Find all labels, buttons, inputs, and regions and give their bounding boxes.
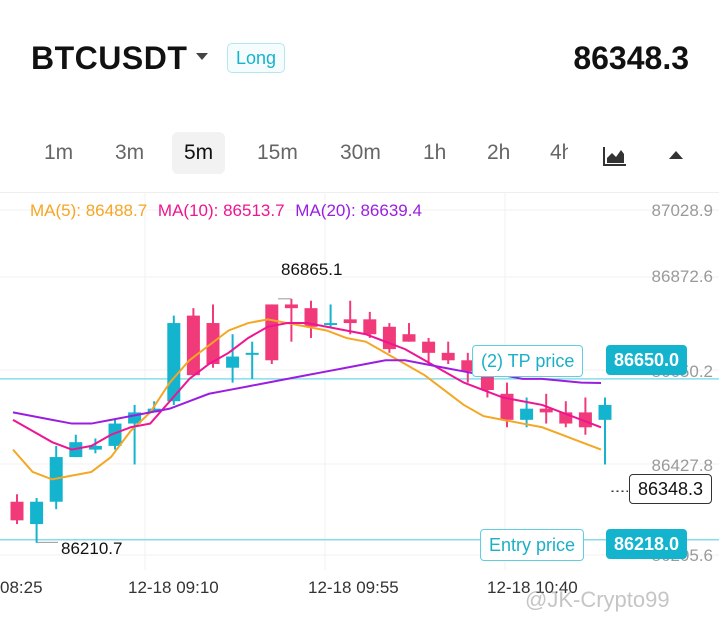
candle-body [422,341,436,353]
candle-body [402,334,416,342]
candle-body [186,315,200,376]
candle-body [108,423,122,446]
tab-15m[interactable]: 15m [257,141,298,164]
candle-body [88,445,102,450]
low-price-annotation: 86210.7 [61,539,123,558]
candle-body [304,308,318,327]
tab-1m[interactable]: 1m [44,141,74,164]
candle-body [284,304,298,309]
x-tick-label: 08:25 [0,578,43,597]
watermark: @JK-Crypto99 [525,587,670,612]
entry-price-value[interactable]: 86218.0 [606,529,688,559]
candle-body [500,393,514,420]
position-side-badge: Long [227,43,286,73]
ma-legend: MA(5): 86488.7 MA(10): 86513.7 MA(20): 8… [30,201,428,221]
candle-body [147,408,161,413]
y-tick-label: 87028.9 [651,201,713,220]
candle-body [480,375,494,391]
tab-4h[interactable]: 4h [550,141,568,164]
candle-body [520,408,534,420]
x-tick-label: 12-18 10:40 [487,578,578,597]
candle-body [461,360,475,372]
candle-body [30,501,44,525]
candle-body [441,352,455,361]
candle-body [128,412,142,424]
timeframe-bar: 1m 3m 5m 15m 30m 1h 2h 4h [0,132,719,176]
last-price: 86348.3 [573,40,689,76]
ma5-line [12,318,602,481]
candle-body [167,323,181,402]
candle-body [539,408,553,413]
candle-body [598,404,612,420]
candle-body [265,304,279,361]
high-price-annotation: 86865.1 [281,260,343,279]
chart-type-icon[interactable] [603,146,627,166]
tab-30m[interactable]: 30m [340,141,381,164]
candle-body [10,501,24,521]
ma10-label: MA(10): 86513.7 [157,201,285,220]
current-price-tag: 86348.3 [629,474,713,504]
symbol-title[interactable]: BTCUSDT [31,40,188,76]
ma5-label: MA(5): 86488.7 [30,201,148,220]
y-tick-label: 86427.8 [651,456,713,475]
tab-1h[interactable]: 1h [423,141,447,164]
tab-2h[interactable]: 2h [487,141,511,164]
tp-price-label[interactable]: (2) TP price [472,345,584,377]
entry-price-label[interactable]: Entry price [480,529,585,561]
x-tick-label: 12-18 09:10 [128,578,219,597]
symbol-dropdown-icon[interactable] [196,53,208,60]
ma10-line [12,322,602,451]
candle-body [559,412,573,424]
tab-5m[interactable]: 5m [172,132,226,174]
candle-body [245,352,259,355]
header: BTCUSDT Long 86348.3 [0,0,719,120]
candle-body [363,319,377,335]
x-tick-label: 12-18 09:55 [308,578,399,597]
caret-up-icon[interactable] [669,151,683,159]
y-tick-label: 86872.6 [651,267,713,286]
divider [0,192,719,193]
tab-3m[interactable]: 3m [115,141,145,164]
candle-body [226,356,240,368]
candle-body [343,319,357,324]
tp-price-value[interactable]: 86650.0 [606,345,688,375]
candle-body [324,323,338,326]
ma20-label: MA(20): 86639.4 [295,201,422,220]
candlestick-chart[interactable] [0,192,719,625]
